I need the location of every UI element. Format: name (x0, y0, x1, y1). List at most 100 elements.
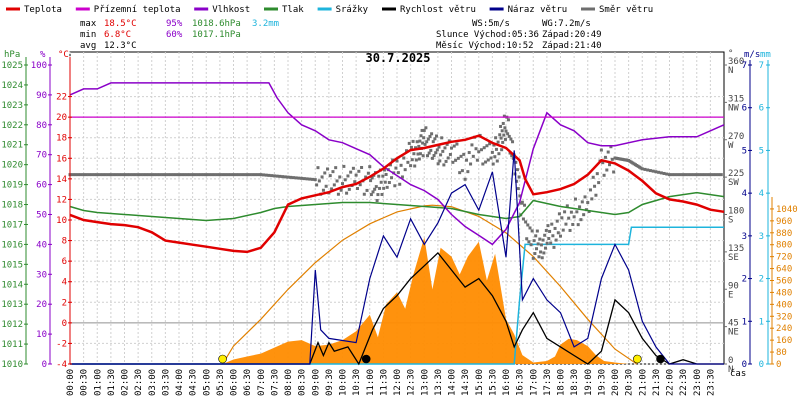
wind-direction-point (555, 219, 559, 223)
wind-direction-point (414, 158, 418, 162)
wind-direction-point (542, 251, 546, 255)
wind-direction-point (430, 132, 434, 136)
wind-direction-point (515, 168, 519, 172)
wind-direction-point (491, 162, 495, 166)
solar-tick-label: 560 (776, 277, 792, 287)
wind-direction-point (166, 173, 170, 177)
wind-direction-point (332, 183, 336, 187)
wind-direction-point (657, 170, 661, 174)
wind-direction-point (158, 173, 162, 177)
wind-direction-point (399, 163, 403, 167)
wind-direction-point (563, 210, 567, 214)
direction-compass-label: SE (728, 253, 739, 263)
wind-direction-point (385, 185, 389, 189)
x-tick-label: 07:00 (257, 369, 267, 396)
wind-direction-point (377, 174, 381, 178)
wind-direction-point (502, 114, 506, 118)
rain-tick-label: 5 (759, 146, 764, 156)
wind-direction-point (695, 173, 699, 177)
rain-tick-label: 1 (759, 317, 764, 327)
stats-max-rain: 3.2mm (252, 19, 279, 29)
wind-unit: m/s (744, 50, 760, 60)
temperature-tick-label: -2 (56, 339, 67, 349)
wind-direction-point (106, 173, 110, 177)
wind-direction-point (524, 220, 528, 224)
wind-direction-point (719, 173, 723, 177)
legend-label: Tlak (282, 5, 304, 15)
wind-direction-point (539, 243, 543, 247)
wind-direction-point (501, 140, 505, 144)
wind-direction-point (533, 252, 537, 256)
wind-direction-point (535, 229, 539, 233)
wind-direction-point (557, 212, 561, 216)
wind-direction-point (403, 168, 407, 172)
wind-direction-point (455, 142, 459, 146)
x-tick-label: 05:30 (216, 369, 226, 396)
pressure-tick-label: 1013 (1, 300, 23, 310)
wind-direction-point (670, 173, 674, 177)
rain-tick-label: 7 (759, 61, 764, 71)
wind-direction-point (606, 150, 610, 154)
direction-compass-label: SW (728, 178, 739, 188)
wind-direction-point (320, 175, 324, 179)
info-moon-rise: Měsíc Východ:10:52 (436, 41, 534, 51)
moonset-marker (656, 354, 665, 364)
pressure-tick-label: 1024 (1, 81, 23, 91)
wind-direction-point (427, 151, 431, 155)
wind-direction-point (692, 173, 696, 177)
wind-direction-point (590, 197, 594, 201)
wind-direction-point (375, 199, 379, 203)
wind-direction-point (407, 141, 411, 145)
wind-direction-point (355, 187, 359, 191)
chart-title: 30.7.2025 (365, 51, 430, 65)
wind-direction-point (490, 150, 494, 154)
wind-direction-point (422, 136, 426, 140)
wind-direction-point (451, 160, 455, 164)
wind-direction-point (467, 151, 471, 155)
wind-direction-point (515, 179, 519, 183)
wind-direction-point (673, 173, 677, 177)
x-tick-label: 20:30 (625, 369, 635, 396)
wind-direction-point (354, 173, 358, 177)
x-tick-label: 11:00 (366, 369, 376, 396)
wind-direction-point (382, 168, 386, 172)
wind-direction-point (651, 169, 655, 173)
x-tick-label: 00:30 (80, 369, 90, 396)
wind-direction-point (550, 222, 554, 226)
wind-direction-point (415, 140, 419, 144)
wind-direction-point (678, 173, 682, 177)
wind-direction-point (323, 171, 327, 175)
wind-direction-point (182, 173, 186, 177)
wind-direction-point (383, 180, 387, 184)
wind-direction-point (414, 146, 418, 150)
wind-direction-point (234, 173, 238, 177)
wind-direction-point (275, 174, 279, 178)
pressure-tick-label: 1018 (1, 201, 23, 211)
solar-tick-label: 480 (776, 288, 792, 298)
legend-label: Teplota (24, 5, 62, 15)
x-tick-label: 06:30 (243, 369, 253, 396)
wind-direction-point (93, 173, 97, 177)
direction-compass-label: E (728, 290, 733, 300)
solar-tick-label: 1040 (776, 205, 798, 215)
wind-direction-point (494, 136, 498, 140)
wind-direction-point (536, 242, 540, 246)
wind-direction-point (362, 192, 366, 196)
wind-direction-point (398, 182, 402, 186)
wind-direction-point (347, 187, 351, 191)
humidity-tick-label: 20 (36, 300, 47, 310)
wind-direction-point (531, 256, 535, 260)
wind-tick-label: 3 (742, 232, 747, 242)
wind-direction-point (396, 171, 400, 175)
wind-direction-point (84, 173, 88, 177)
wind-direction-point (447, 139, 451, 143)
wind-direction-point (155, 173, 159, 177)
wind-direction-point (248, 173, 252, 177)
wind-direction-point (646, 168, 650, 172)
wind-direction-point (586, 201, 590, 205)
wind-direction-point (79, 173, 83, 177)
wind-direction-point (456, 156, 460, 160)
temperature-tick-label: -4 (56, 360, 67, 370)
stats-max-hum: 95% (166, 19, 183, 29)
direction-compass-label: N (728, 365, 733, 375)
